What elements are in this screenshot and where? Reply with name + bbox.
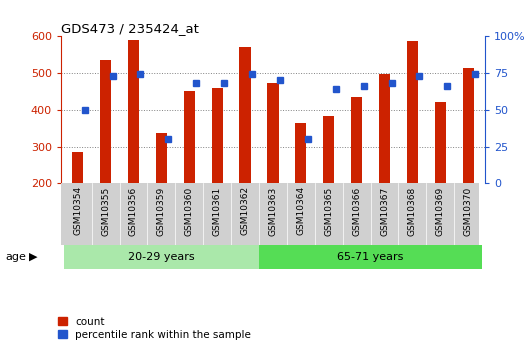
Text: GSM10355: GSM10355 bbox=[101, 186, 110, 236]
Text: 65-71 years: 65-71 years bbox=[338, 252, 404, 262]
Bar bbox=[351, 97, 362, 183]
Text: 20-29 years: 20-29 years bbox=[128, 252, 195, 262]
Text: GSM10354: GSM10354 bbox=[73, 186, 82, 236]
Text: GSM10363: GSM10363 bbox=[269, 186, 277, 236]
Text: GSM10366: GSM10366 bbox=[352, 186, 361, 236]
Bar bbox=[463, 68, 474, 183]
Bar bbox=[64, 245, 259, 269]
Bar bbox=[407, 41, 418, 183]
Text: GSM10356: GSM10356 bbox=[129, 186, 138, 236]
Bar bbox=[100, 60, 111, 183]
Text: GSM10368: GSM10368 bbox=[408, 186, 417, 236]
Bar bbox=[240, 47, 251, 183]
Bar bbox=[259, 245, 482, 269]
Bar bbox=[323, 116, 334, 183]
Text: GSM10362: GSM10362 bbox=[241, 186, 250, 236]
Text: GSM10370: GSM10370 bbox=[464, 186, 473, 236]
Text: GSM10364: GSM10364 bbox=[296, 186, 305, 236]
Bar bbox=[128, 40, 139, 183]
Text: GSM10361: GSM10361 bbox=[213, 186, 222, 236]
Bar bbox=[379, 75, 390, 183]
Bar bbox=[184, 91, 195, 183]
Text: ▶: ▶ bbox=[29, 252, 38, 262]
Bar bbox=[435, 102, 446, 183]
Legend: count, percentile rank within the sample: count, percentile rank within the sample bbox=[58, 317, 251, 340]
Text: GDS473 / 235424_at: GDS473 / 235424_at bbox=[61, 22, 199, 35]
Bar bbox=[267, 83, 279, 183]
Text: GSM10365: GSM10365 bbox=[324, 186, 333, 236]
Bar bbox=[72, 152, 83, 183]
Text: GSM10360: GSM10360 bbox=[185, 186, 194, 236]
Text: GSM10367: GSM10367 bbox=[380, 186, 389, 236]
Bar bbox=[156, 132, 167, 183]
Bar bbox=[211, 88, 223, 183]
Text: GSM10359: GSM10359 bbox=[157, 186, 166, 236]
Bar bbox=[295, 124, 306, 183]
Text: GSM10369: GSM10369 bbox=[436, 186, 445, 236]
Text: age: age bbox=[5, 252, 26, 262]
